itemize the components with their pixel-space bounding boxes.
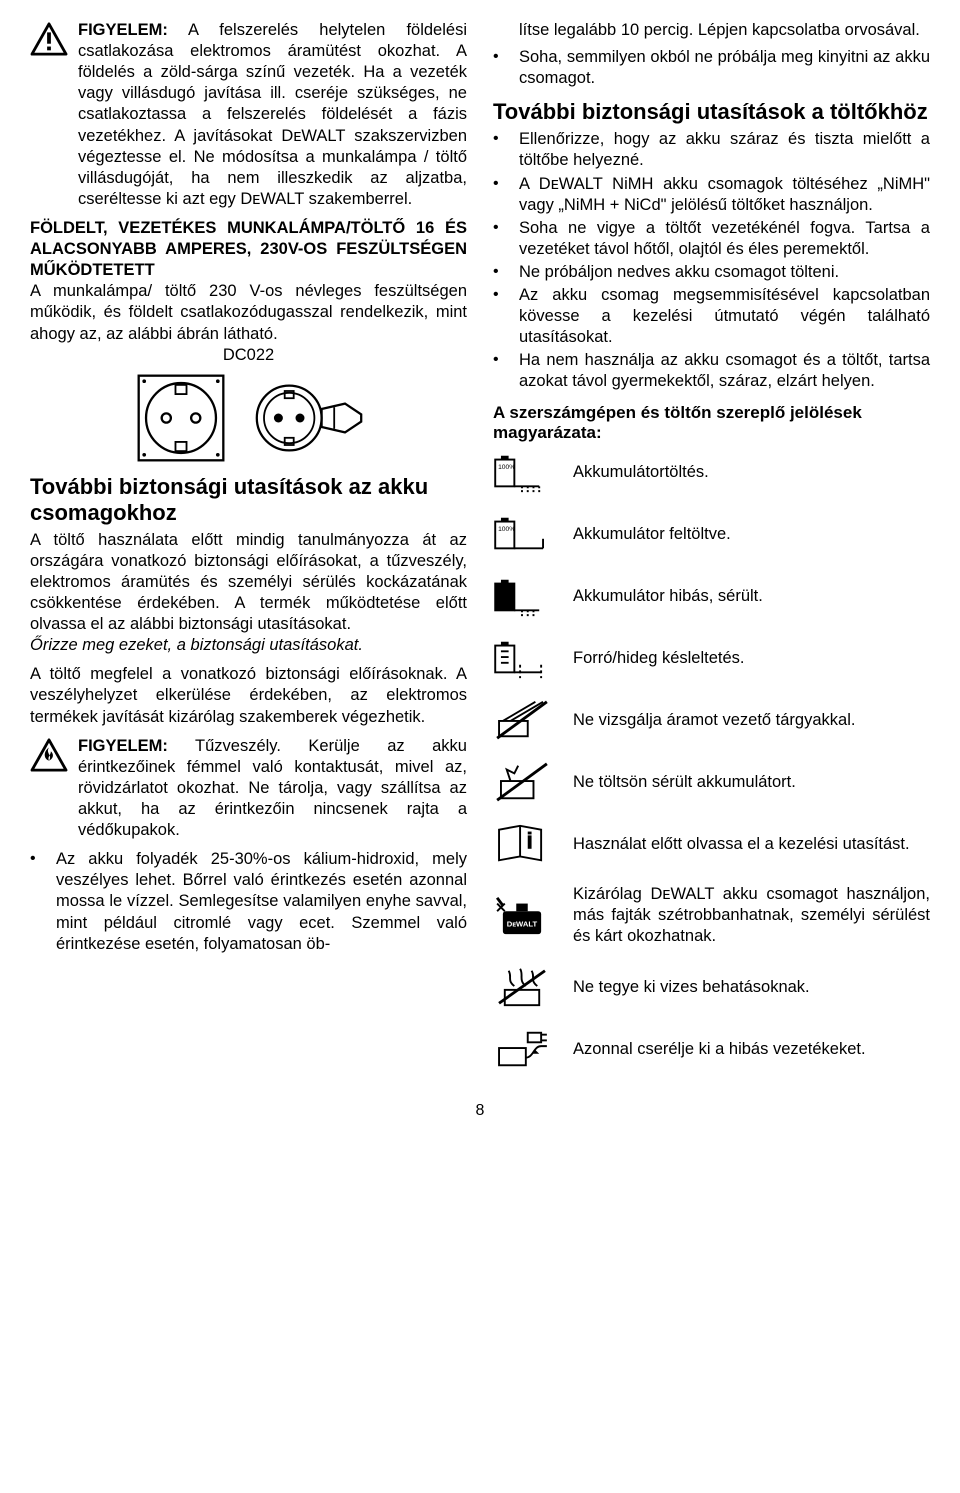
- symbol-text: Akkumulátor hibás, sérült.: [573, 586, 930, 607]
- read-manual-icon: [493, 822, 551, 866]
- symbol-text: Forró/hideg késleltetés.: [573, 648, 930, 669]
- page-number: 8: [30, 1101, 930, 1121]
- continuation-text: lítse legalább 10 percig. Lépjen kapcsol…: [493, 20, 930, 41]
- section-body-grounded: A munkalámpa/ töltő 230 V-os névleges fe…: [30, 281, 467, 344]
- list-item: Az akku folyadék 25-30%-os kálium-hidrox…: [30, 849, 467, 955]
- svg-text:100%: 100%: [498, 464, 515, 471]
- symbol-row: Ne tegye ki vizes behatásoknak.: [493, 965, 930, 1009]
- symbol-row: DᴇWALT Kizárólag DᴇWALT akku csomagot ha…: [493, 884, 930, 947]
- warning-text-2: FIGYELEM: Tűzveszély. Kerülje az akku ér…: [78, 736, 467, 842]
- plug-icon: [255, 372, 363, 464]
- symbol-text: Ne töltsön sérült akkumulátort.: [573, 772, 930, 793]
- left-bullet-list: Az akku folyadék 25-30%-os kálium-hidrox…: [30, 849, 467, 955]
- warning-text-1: FIGYELEM: A felszerelés helytelen földel…: [78, 20, 467, 210]
- fire-warning-icon: [30, 738, 68, 772]
- warning-block-1: FIGYELEM: A felszerelés helytelen földel…: [30, 20, 467, 210]
- warning-block-2: FIGYELEM: Tűzveszély. Kerülje az akku ér…: [30, 736, 467, 842]
- list-item: Ellenőrizze, hogy az akku száraz és tisz…: [493, 129, 930, 171]
- svg-text:100%: 100%: [498, 526, 515, 533]
- list-item: A DᴇWALT NiMH akku csomagok töltéséhez „…: [493, 174, 930, 216]
- hot-cold-delay-icon: [493, 636, 551, 680]
- symbol-row: Ne vizsgálja áramot vezető tárgyakkal.: [493, 698, 930, 742]
- section-heading-chargers: További biztonsági utasítások a töltőkhö…: [493, 99, 930, 125]
- symbol-text: Azonnal cserélje ki a hibás vezetékeket.: [573, 1039, 930, 1060]
- no-water-icon: [493, 965, 551, 1009]
- warning-label: FIGYELEM:: [78, 21, 168, 39]
- battery-charging-icon: 100%: [493, 450, 551, 494]
- symbol-row: 100% Akkumulátor feltöltve.: [493, 512, 930, 556]
- svg-text:DᴇWALT: DᴇWALT: [507, 919, 538, 928]
- list-item: Soha ne vigye a töltőt vezetékénél fogva…: [493, 218, 930, 260]
- symbol-row: 100% Akkumulátortöltés.: [493, 450, 930, 494]
- list-item: Ne próbáljon nedves akku csomagot tölten…: [493, 262, 930, 283]
- battery-defective-icon: [493, 574, 551, 618]
- symbol-text: Akkumulátor feltöltve.: [573, 524, 930, 545]
- symbol-text: Ne tegye ki vizes behatásoknak.: [573, 977, 930, 998]
- warning-triangle-icon: [30, 22, 68, 56]
- warning-label-2: FIGYELEM:: [78, 737, 168, 755]
- replace-cord-icon: [493, 1027, 551, 1071]
- battery-packs-p1: A töltő használata előtt mindig tanulmán…: [30, 530, 467, 636]
- symbol-text: Ne vizsgálja áramot vezető tárgyakkal.: [573, 710, 930, 731]
- socket-figure-row: [30, 372, 467, 464]
- warning-body: A felszerelés helytelen földelési csatla…: [78, 21, 467, 208]
- right-column: lítse legalább 10 percig. Lépjen kapcsol…: [493, 20, 930, 1089]
- left-column: FIGYELEM: A felszerelés helytelen földel…: [30, 20, 467, 1089]
- battery-charged-icon: 100%: [493, 512, 551, 556]
- symbol-row: Forró/hideg késleltetés.: [493, 636, 930, 680]
- symbol-text: Kizárólag DᴇWALT akku csomagot használjo…: [573, 884, 930, 947]
- no-probe-icon: [493, 698, 551, 742]
- battery-packs-p2: A töltő megfelel a vonatkozó biztonsági …: [30, 664, 467, 727]
- list-item: Ha nem használja az akku csomagot és a t…: [493, 350, 930, 392]
- symbol-row: Azonnal cserélje ki a hibás vezetékeket.: [493, 1027, 930, 1071]
- socket-front-icon: [135, 372, 227, 464]
- symbol-row: Ne töltsön sérült akkumulátort.: [493, 760, 930, 804]
- no-damaged-battery-icon: [493, 760, 551, 804]
- section-heading-grounded: FÖLDELT, VEZETÉKES MUNKALÁMPA/TÖLTŐ 16 É…: [30, 218, 467, 281]
- figure-label: DC022: [30, 345, 467, 366]
- list-item: Soha, semmilyen okból ne próbálja meg ki…: [493, 47, 930, 89]
- dewalt-only-icon: DᴇWALT: [493, 894, 551, 938]
- section-heading-battery-packs: További biztonsági utasítások az akku cs…: [30, 474, 467, 526]
- symbol-row: Használat előtt olvassa el a kezelési ut…: [493, 822, 930, 866]
- symbols-heading: A szerszámgépen és töltőn szereplő jelöl…: [493, 403, 930, 444]
- symbol-text: Használat előtt olvassa el a kezelési ut…: [573, 834, 930, 855]
- list-item: Az akku csomag megsemmisítésével kapcsol…: [493, 285, 930, 348]
- right-top-bullet: Soha, semmilyen okból ne próbálja meg ki…: [493, 47, 930, 89]
- symbol-text: Akkumulátortöltés.: [573, 462, 930, 483]
- symbol-row: Akkumulátor hibás, sérült.: [493, 574, 930, 618]
- battery-packs-italic: Őrizze meg ezeket, a biztonsági utasítás…: [30, 635, 467, 656]
- charger-bullet-list: Ellenőrizze, hogy az akku száraz és tisz…: [493, 129, 930, 392]
